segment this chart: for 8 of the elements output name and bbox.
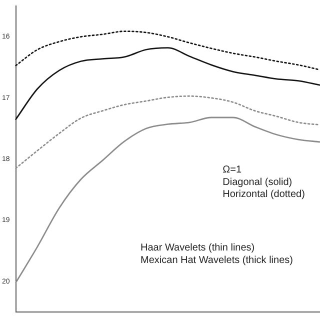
- annotation: Horizontal (dotted): [222, 189, 305, 200]
- line-series: [15, 30, 320, 71]
- annotation: Diagonal (solid): [222, 176, 292, 188]
- annotation: Ω=1: [222, 164, 242, 176]
- line-series: [15, 116, 320, 284]
- annotation: Mexican Hat Wavelets (thick lines): [140, 254, 293, 266]
- line-series: [15, 47, 320, 120]
- annotation: Haar Wavelets (thin lines): [140, 242, 255, 254]
